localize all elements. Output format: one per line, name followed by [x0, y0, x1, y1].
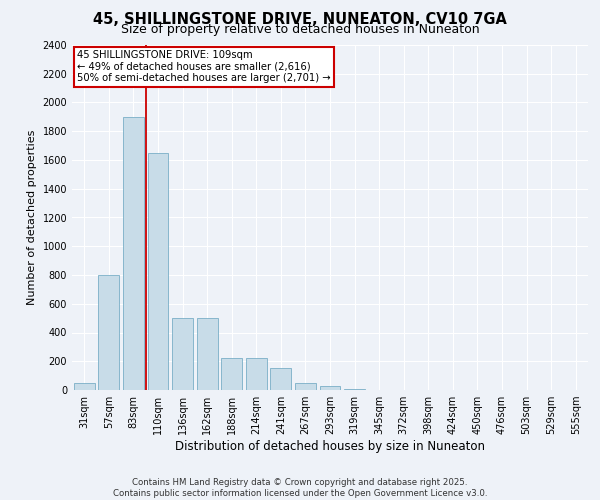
Bar — [344, 388, 365, 390]
Bar — [197, 318, 218, 390]
Text: 45 SHILLINGSTONE DRIVE: 109sqm
← 49% of detached houses are smaller (2,616)
50% : 45 SHILLINGSTONE DRIVE: 109sqm ← 49% of … — [77, 50, 331, 84]
Bar — [148, 153, 169, 390]
Bar — [74, 383, 95, 390]
Text: Size of property relative to detached houses in Nuneaton: Size of property relative to detached ho… — [121, 22, 479, 36]
Bar — [172, 318, 193, 390]
X-axis label: Distribution of detached houses by size in Nuneaton: Distribution of detached houses by size … — [175, 440, 485, 453]
Text: Contains HM Land Registry data © Crown copyright and database right 2025.
Contai: Contains HM Land Registry data © Crown c… — [113, 478, 487, 498]
Bar — [221, 358, 242, 390]
Bar — [246, 358, 267, 390]
Bar — [271, 368, 292, 390]
Bar — [123, 117, 144, 390]
Text: 45, SHILLINGSTONE DRIVE, NUNEATON, CV10 7GA: 45, SHILLINGSTONE DRIVE, NUNEATON, CV10 … — [93, 12, 507, 28]
Y-axis label: Number of detached properties: Number of detached properties — [27, 130, 37, 305]
Bar — [295, 383, 316, 390]
Bar — [98, 275, 119, 390]
Bar — [320, 386, 340, 390]
